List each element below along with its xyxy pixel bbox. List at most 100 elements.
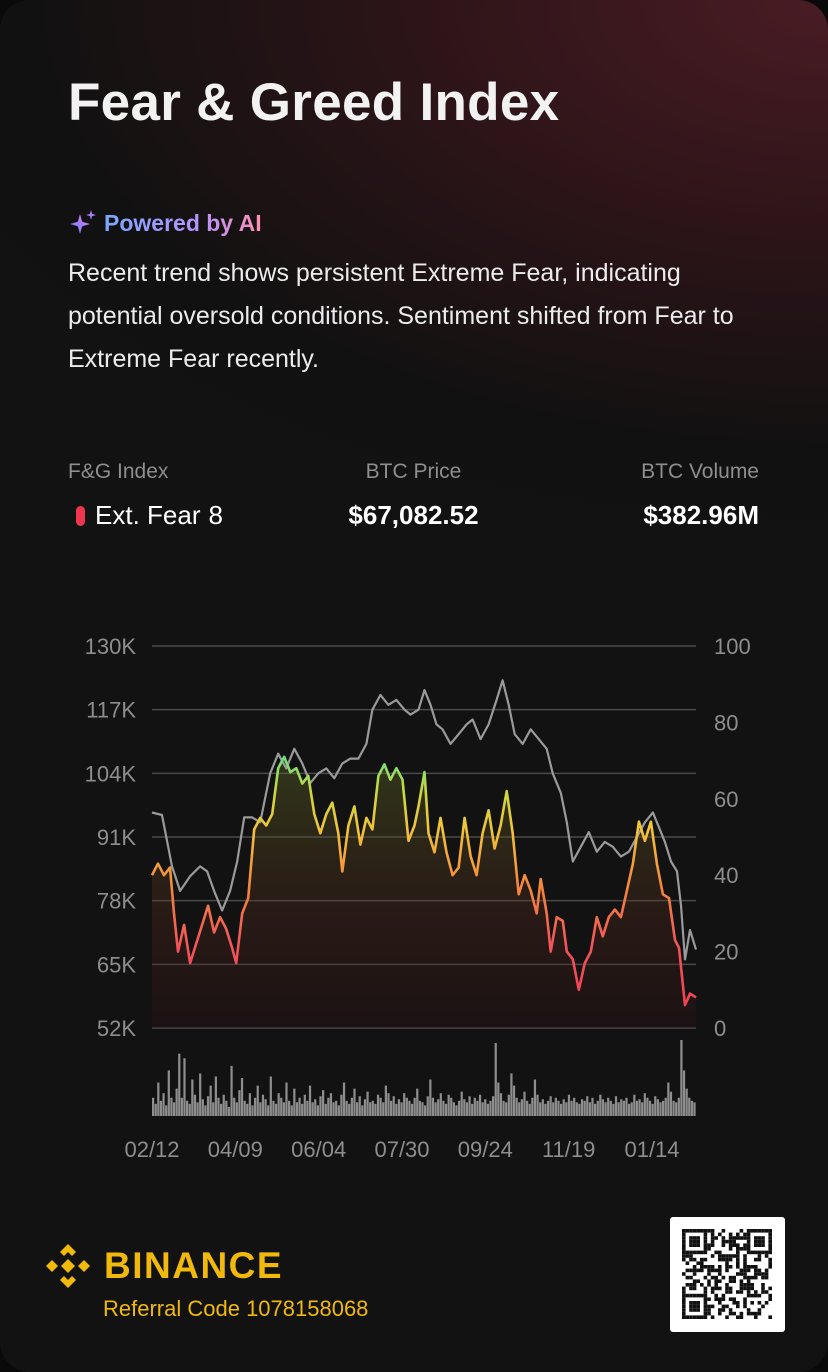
qr-module xyxy=(736,1290,740,1294)
qr-module xyxy=(768,1297,772,1301)
qr-module xyxy=(692,1265,697,1269)
sparkle-icon xyxy=(70,210,96,234)
qr-module xyxy=(703,1236,708,1240)
volume-bar xyxy=(314,1099,317,1116)
qr-module xyxy=(768,1247,772,1251)
volume-bar xyxy=(570,1100,573,1116)
volume-bar xyxy=(272,1100,275,1116)
volume-bar xyxy=(552,1102,555,1116)
volume-bar xyxy=(400,1102,403,1116)
qr-module xyxy=(761,1236,765,1240)
qr-module xyxy=(728,1243,733,1247)
volume-bar xyxy=(502,1100,505,1116)
volume-bar xyxy=(165,1105,168,1116)
qr-module xyxy=(696,1239,700,1244)
volume-bar xyxy=(369,1102,372,1116)
qr-module xyxy=(757,1243,762,1247)
qr-module xyxy=(707,1311,711,1316)
qr-module xyxy=(689,1293,693,1298)
qr-module xyxy=(761,1286,765,1291)
volume-bar xyxy=(604,1102,607,1116)
qr-module xyxy=(750,1275,754,1280)
qr-module xyxy=(692,1257,697,1262)
qr-module xyxy=(750,1283,754,1287)
fear-greed-line xyxy=(150,755,697,1007)
volume-bar xyxy=(630,1102,633,1116)
qr-module xyxy=(689,1315,693,1319)
volume-bar xyxy=(290,1105,293,1116)
volume-bar xyxy=(478,1094,482,1116)
qr-module xyxy=(696,1229,700,1233)
qr-module xyxy=(685,1275,690,1280)
qr-module xyxy=(743,1236,747,1240)
volume-bar xyxy=(303,1094,306,1116)
volume-bar xyxy=(421,1102,424,1116)
qr-module xyxy=(721,1275,726,1280)
qr-module xyxy=(714,1268,718,1273)
volume-bar xyxy=(350,1097,353,1116)
qr-module xyxy=(764,1254,769,1258)
qr-module xyxy=(754,1290,758,1294)
volume-bar xyxy=(471,1103,474,1116)
volume-bar xyxy=(426,1096,429,1116)
volume-bar xyxy=(382,1102,385,1116)
qr-module xyxy=(764,1250,769,1255)
qr-module xyxy=(743,1275,747,1280)
qr-module xyxy=(736,1257,740,1262)
qr-module xyxy=(743,1304,747,1309)
btc-price-label: BTC Price xyxy=(365,460,462,483)
qr-module xyxy=(728,1275,733,1280)
qr-module xyxy=(682,1243,686,1247)
qr-module xyxy=(725,1257,729,1262)
qr-module xyxy=(754,1311,758,1316)
volume-bar xyxy=(225,1100,228,1116)
qr-module xyxy=(728,1232,733,1237)
qr-module xyxy=(714,1283,718,1287)
qr-module xyxy=(750,1265,754,1269)
volume-bar xyxy=(353,1088,356,1116)
qr-module xyxy=(757,1293,762,1298)
qr-module xyxy=(746,1290,751,1294)
qr-module xyxy=(700,1257,704,1262)
qr-module xyxy=(718,1268,722,1273)
qr-module xyxy=(736,1232,740,1237)
volume-bar xyxy=(444,1103,448,1116)
qr-module xyxy=(707,1297,711,1301)
volume-bar xyxy=(434,1102,437,1116)
volume-bar xyxy=(523,1091,526,1116)
qr-module xyxy=(689,1229,693,1233)
volume-bar xyxy=(410,1103,414,1116)
qr-module xyxy=(732,1243,736,1247)
x-tick: 09/24 xyxy=(458,1137,513,1162)
volume-bar xyxy=(638,1099,641,1116)
qr-module xyxy=(721,1239,726,1244)
qr-module xyxy=(685,1315,690,1319)
volume-bar xyxy=(599,1094,602,1116)
y-right-tick: 40 xyxy=(714,863,738,888)
qr-module xyxy=(739,1279,744,1283)
qr-module xyxy=(725,1239,729,1244)
volume-bar xyxy=(554,1097,557,1116)
qr-module xyxy=(736,1243,740,1247)
qr-module xyxy=(707,1279,711,1283)
qr-module xyxy=(732,1254,736,1258)
qr-module xyxy=(721,1236,726,1240)
volume-bar xyxy=(199,1073,202,1116)
volume-bar xyxy=(575,1102,578,1116)
qr-module xyxy=(692,1243,697,1247)
volume-bar xyxy=(167,1070,170,1116)
y-left-tick: 130K xyxy=(85,634,137,659)
volume-bar xyxy=(447,1094,450,1116)
ai-badge: Powered by AI xyxy=(68,208,262,238)
qr-module xyxy=(718,1311,722,1316)
qr-module xyxy=(682,1272,686,1276)
qr-module xyxy=(682,1250,686,1255)
qr-module xyxy=(707,1268,711,1273)
qr-module xyxy=(689,1243,693,1247)
qr-module xyxy=(707,1243,711,1247)
volume-bar xyxy=(154,1103,157,1116)
volume-bar xyxy=(248,1093,251,1116)
qr-module xyxy=(689,1283,693,1287)
volume-bar xyxy=(295,1102,299,1116)
volume-bar xyxy=(363,1099,367,1116)
